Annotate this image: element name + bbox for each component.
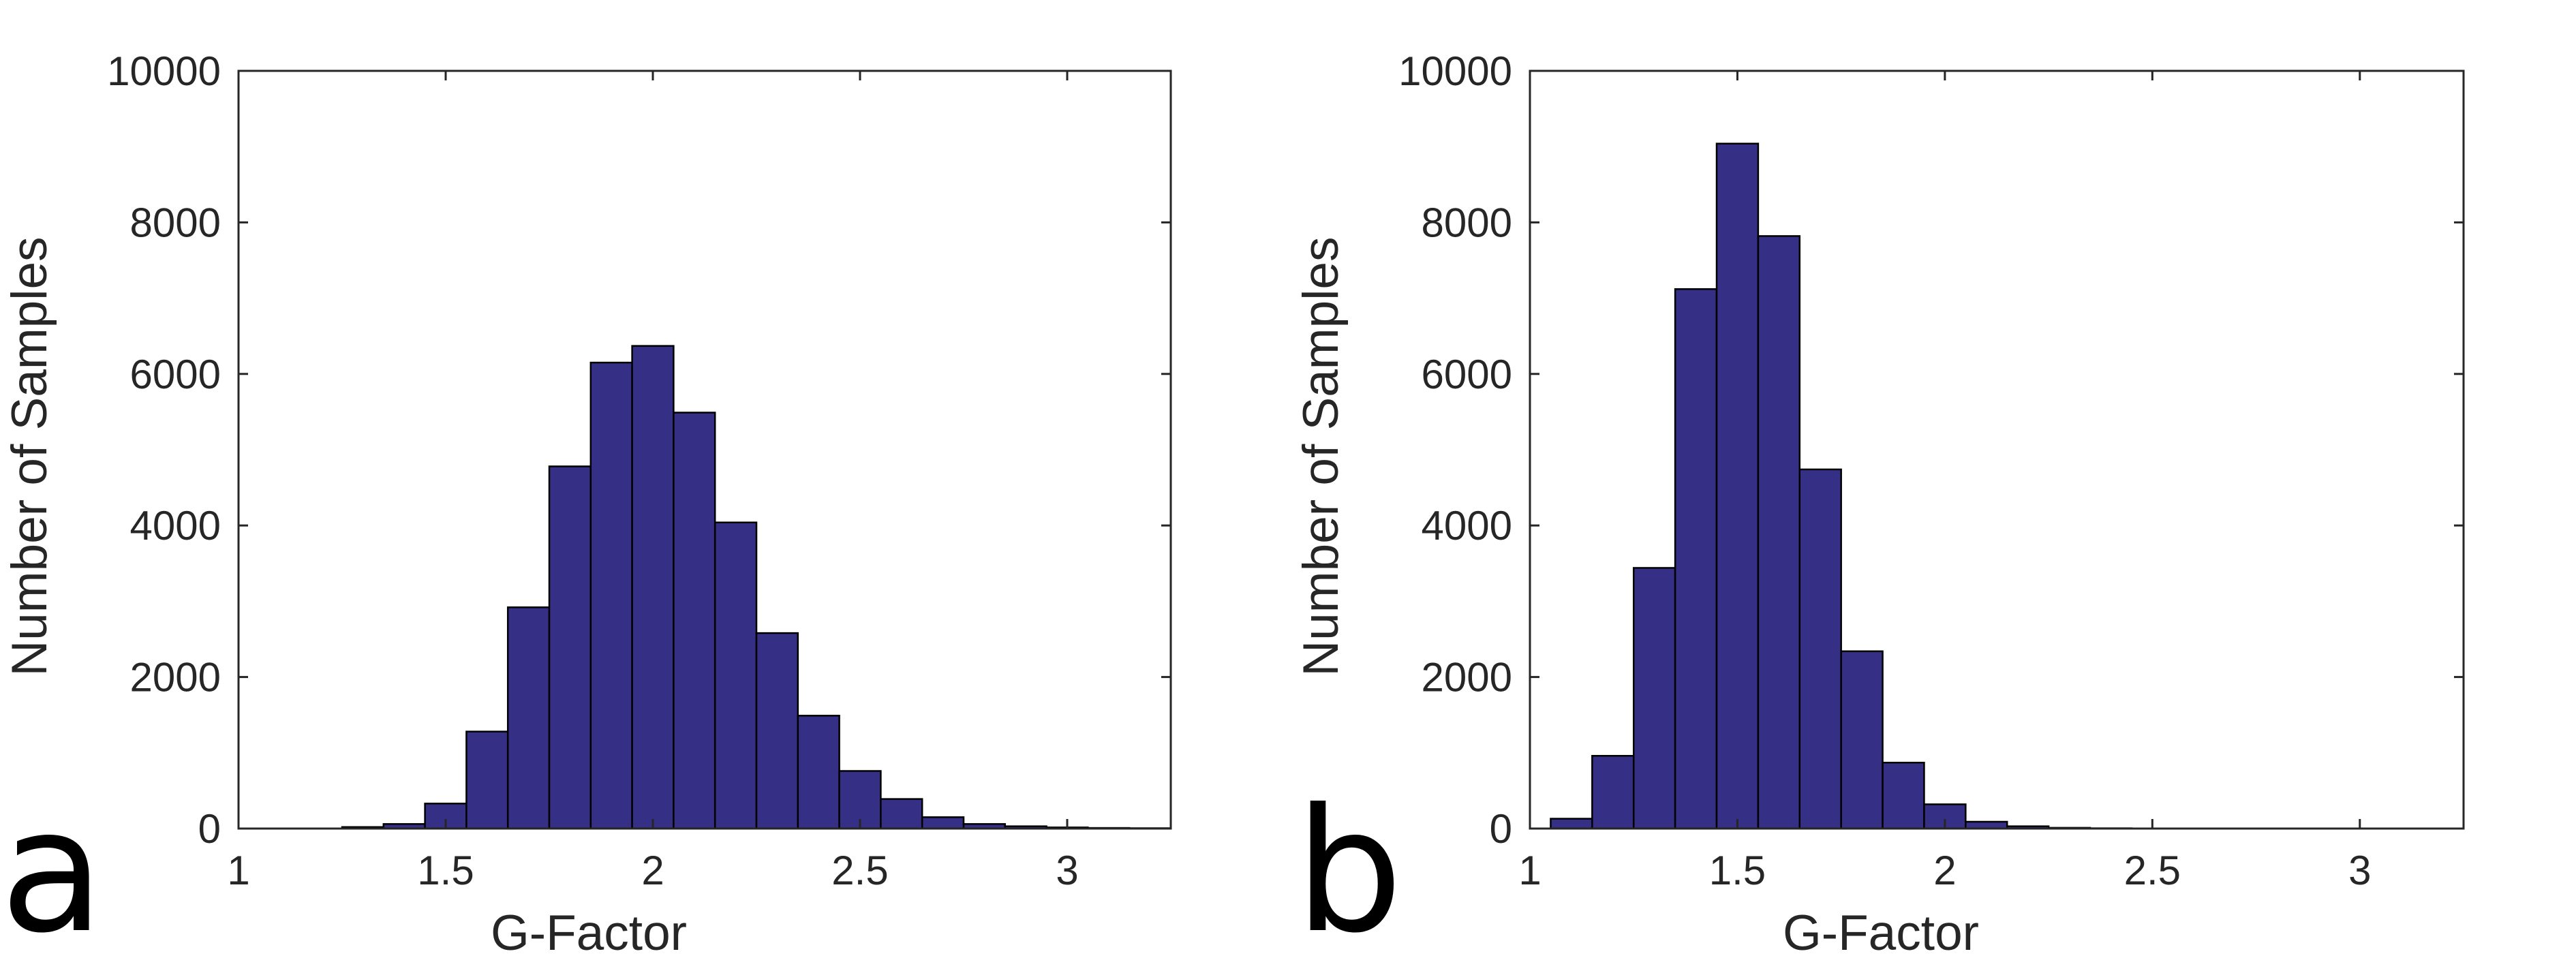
histogram-bar [1632,567,1676,830]
histogram-bar [1550,818,1593,830]
histogram-bar [673,412,716,830]
y-tick-label: 0 [1490,806,1512,852]
y-tick-label: 0 [198,806,221,852]
histogram-bar [755,632,799,830]
histogram-bar [465,730,509,830]
histogram-bar [1965,820,2008,830]
y-tick-label: 4000 [1422,503,1512,549]
y-tick-label: 4000 [130,503,221,549]
x-tick-label: 2 [1933,848,1956,893]
histogram-bar [921,816,965,830]
y-tick-label: 10000 [107,48,221,94]
chart-panel-b: 1 1.5 2 2.5 3 0 2000 4000 6000 8000 10000 G-Facto… [1293,48,2465,970]
x-tick-label: 1 [1518,848,1541,893]
histogram-bar [631,345,675,830]
y-tick-label: 8000 [130,200,221,245]
x-tick-label: 3 [2348,848,2371,893]
y-tick-label: 2000 [1422,655,1512,700]
x-tick-label: 1.5 [417,848,474,893]
histogram-bar [1715,142,1760,830]
histogram-bar [797,715,840,830]
y-tick-label: 2000 [130,655,221,700]
histogram-bar [1798,468,1842,830]
histogram-bar [1757,235,1801,830]
y-tick-label: 6000 [1422,352,1512,397]
histogram-bar [1882,762,1925,830]
y-tick-label: 10000 [1398,48,1512,94]
y-axis-label: Number of Samples [2,236,57,676]
x-axis-label: G-Factor [491,906,687,961]
x-tick-label: 1.5 [1709,848,1766,893]
y-tick-label: 6000 [130,352,221,397]
histogram-bar [506,606,551,830]
histogram-bar [880,798,923,830]
panel-letter-b: b [1295,772,1403,970]
histogram-bar [548,465,592,830]
x-tick-label: 2 [641,848,664,893]
y-axis-ticks: 0 2000 4000 6000 8000 10000 [1398,48,2464,852]
chart-panel-a: 1 1.5 2 2.5 3 0 2000 4000 6000 8000 10000 G-Facto… [0,48,1172,970]
x-tick-label: 1 [227,848,249,893]
plot-frame [237,70,1172,830]
x-tick-label: 3 [1056,848,1078,893]
y-tick-label: 8000 [1422,200,1512,245]
plot-frame [1529,70,2465,830]
histogram-bar [1674,288,1718,830]
x-axis-ticks: 1 1.5 2 2.5 3 [227,71,1079,893]
panel-letter-a: a [0,772,104,970]
y-axis-ticks: 0 2000 4000 6000 8000 10000 [107,48,1171,852]
x-tick-label: 2.5 [2124,848,2181,893]
histogram-bar [714,521,758,830]
x-axis-label: G-Factor [1783,906,1979,961]
histogram-bar [1840,650,1884,830]
y-axis-label: Number of Samples [1293,236,1349,676]
histogram-bar [1591,754,1635,830]
bar-group [1550,142,2133,830]
x-axis-ticks: 1 1.5 2 2.5 3 [1518,71,2371,893]
x-tick-label: 2.5 [831,848,888,893]
histogram-bar [589,361,633,830]
bar-group [341,345,1172,830]
